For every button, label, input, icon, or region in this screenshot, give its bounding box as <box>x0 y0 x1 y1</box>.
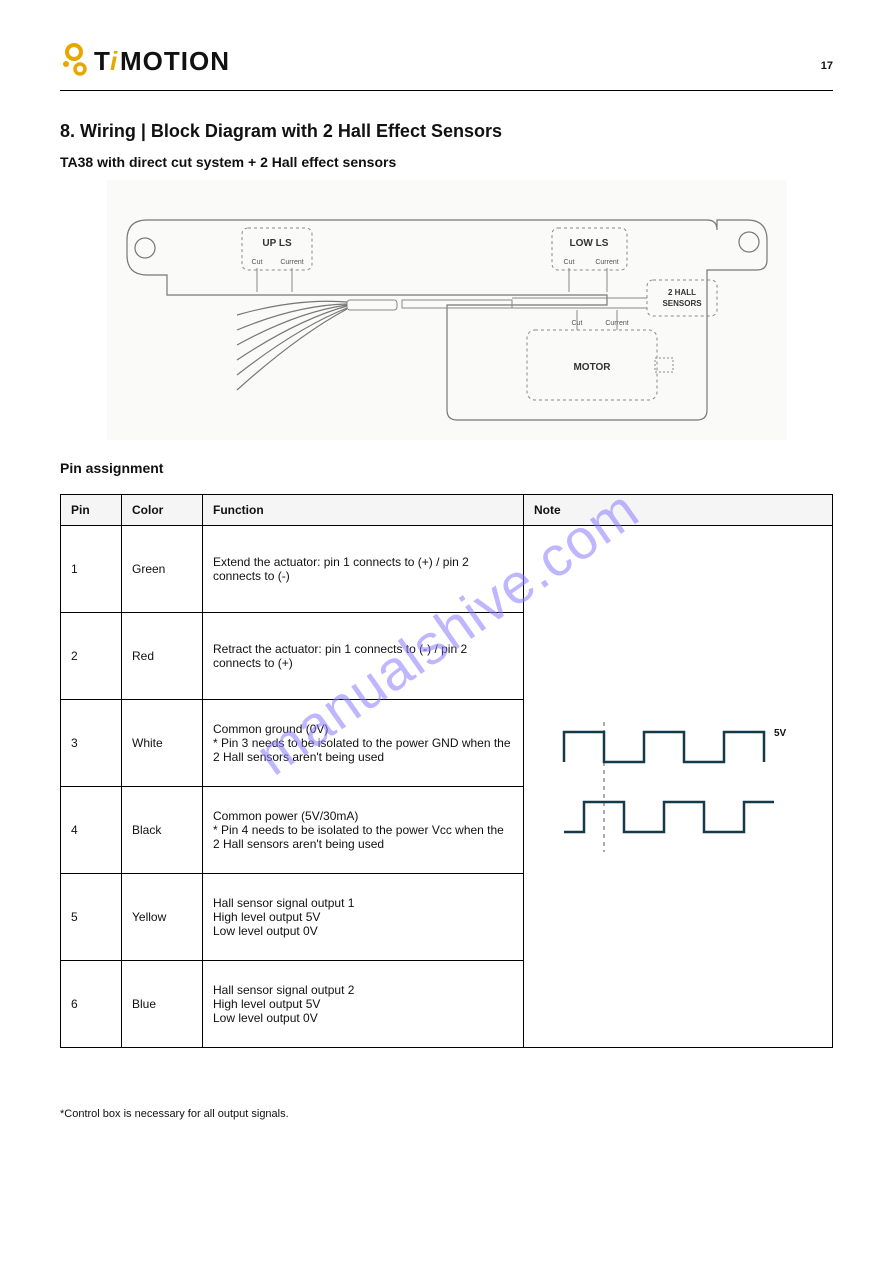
footnote: *Control box is necessary for all output… <box>60 1108 833 1120</box>
svg-text:MOTOR: MOTOR <box>573 362 611 373</box>
header-rule <box>60 90 833 91</box>
pin-assignment-table: Pin Color Function Note 1 Green Extend t… <box>60 494 833 1048</box>
svg-text:MOTION: MOTION <box>120 46 230 76</box>
manual-page: 17 T i MOTION 8. Wiring | Block Diagram … <box>0 0 893 1263</box>
pin-assignment-title: Pin assignment <box>60 460 833 476</box>
svg-text:Current: Current <box>595 259 618 266</box>
section-title: 8. Wiring | Block Diagram with 2 Hall Ef… <box>60 121 833 142</box>
signal-diagram: 5V <box>534 712 794 862</box>
th-pin: Pin <box>61 495 122 526</box>
svg-text:5V: 5V <box>774 728 787 739</box>
wiring-diagram-svg: UP LS Cut Current LOW LS Cut Current 2 H… <box>107 180 787 440</box>
up-ls-label: UP LS <box>262 238 292 249</box>
svg-text:i: i <box>110 46 118 76</box>
low-ls-label: LOW LS <box>569 238 608 249</box>
diagram-subtitle: TA38 with direct cut system + 2 Hall eff… <box>60 154 833 170</box>
wiring-diagram: UP LS Cut Current LOW LS Cut Current 2 H… <box>60 180 833 440</box>
note-cell: 5V <box>524 526 833 1048</box>
svg-text:Cut: Cut <box>251 259 262 266</box>
svg-text:Current: Current <box>280 259 303 266</box>
svg-text:Cut: Cut <box>563 259 574 266</box>
table-row: 1 Green Extend the actuator: pin 1 conne… <box>61 526 833 613</box>
svg-text:T: T <box>94 46 111 76</box>
th-func: Function <box>203 495 524 526</box>
th-color: Color <box>122 495 203 526</box>
th-note: Note <box>524 495 833 526</box>
brand-logo: T i MOTION <box>60 40 833 80</box>
page-number: 17 <box>821 60 833 72</box>
svg-text:2 HALL: 2 HALL <box>668 288 696 297</box>
logo-icon: T i MOTION <box>60 40 260 80</box>
svg-text:SENSORS: SENSORS <box>662 299 702 308</box>
